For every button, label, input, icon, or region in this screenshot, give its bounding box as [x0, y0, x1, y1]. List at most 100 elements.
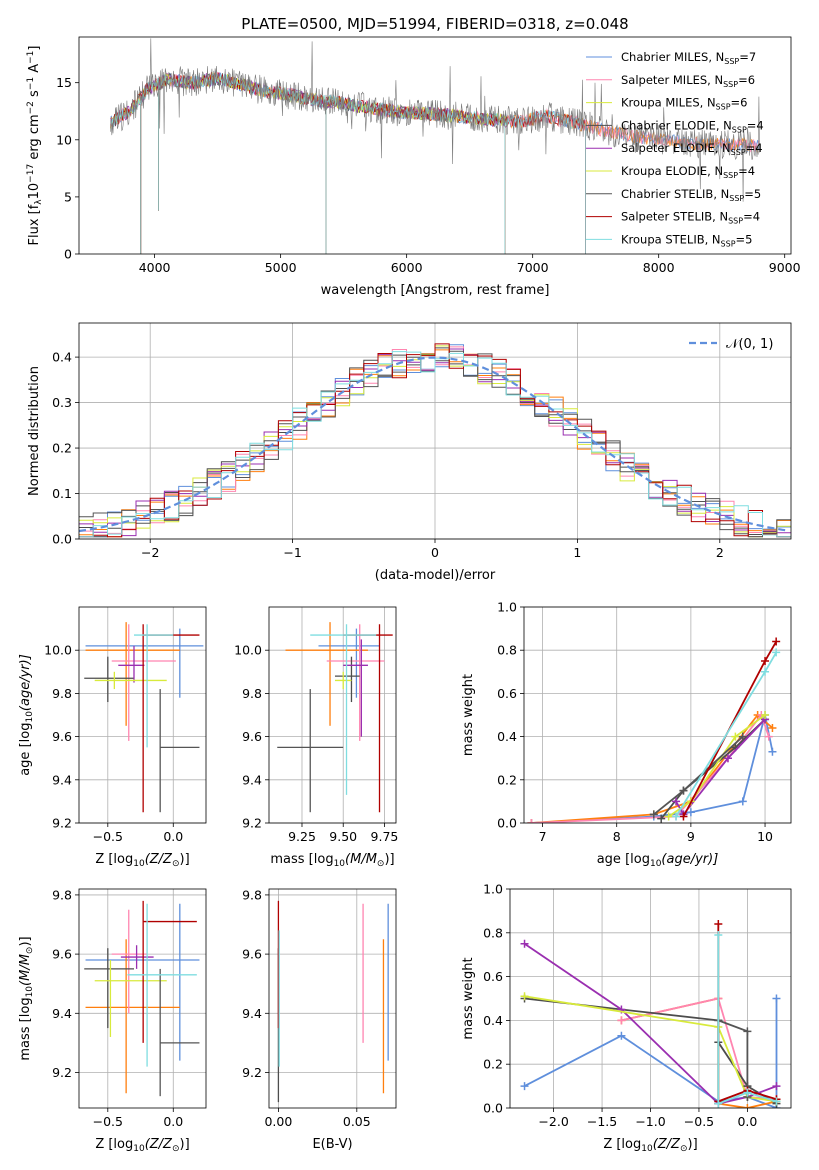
y-tick-label: 9.4 — [242, 1006, 262, 1021]
weight-marker-sm — [743, 1104, 752, 1108]
x-tick-label: −1.5 — [587, 1114, 617, 1129]
weight-marker-km — [617, 1016, 626, 1025]
y-axis-label: Normed distribution — [27, 366, 42, 496]
y-tick-label: 0.8 — [497, 643, 517, 658]
weight-marker-km — [764, 732, 773, 741]
weight-marker-ce — [657, 814, 666, 823]
y-tick-label: 10.0 — [234, 643, 262, 658]
plot-area — [110, 38, 760, 254]
weight-marker-se — [772, 1082, 781, 1091]
chart-age_vs_mass: 9.25 9.50 9.75 9.2 9.4 9.6 9.8 10.0 mass [log10(… — [234, 606, 399, 869]
histogram-ks — [79, 351, 791, 538]
weight-marker-cm — [738, 797, 747, 806]
x-tick-label: 9.75 — [371, 829, 399, 844]
x-tick-label: −1 — [283, 545, 301, 560]
y-axis-label: mass weight — [461, 957, 476, 1039]
y-tick-label: 9.2 — [52, 1065, 72, 1080]
chart-mass_vs_Z: −0.5 0.0 9.2 9.4 9.6 9.8 Z [log10(Z/Z⊙)] mass [… — [18, 887, 207, 1154]
y-axis-label: Flux [fλ10−17 erg cm−2 s−1 A−1] — [26, 46, 44, 246]
weight-line-cm — [531, 714, 774, 823]
x-axis-label: Z [log10(Z/Z⊙)] — [95, 1137, 189, 1154]
legend-entry: 𝒩(0, 1) — [726, 337, 773, 352]
grid — [510, 888, 791, 1109]
x-axis-label: E(B-V) — [312, 1137, 352, 1152]
weight-marker-se — [723, 754, 732, 763]
weight-marker-cm — [772, 994, 781, 1003]
weight-marker-km — [527, 819, 536, 823]
weight-marker-ks — [714, 930, 723, 939]
y-tick-label: 9.6 — [242, 729, 262, 744]
y-tick-label: 0.4 — [497, 729, 517, 744]
weight-marker-cm — [768, 747, 777, 756]
y-tick-label: 9.6 — [52, 729, 72, 744]
y-tick-label: 9.8 — [242, 887, 262, 902]
weight-marker-ks — [672, 812, 681, 821]
y-tick-label: 9.8 — [52, 887, 72, 902]
weight-marker-ks — [772, 648, 781, 657]
weight-marker-cs — [679, 786, 688, 795]
axes-frame — [78, 606, 207, 824]
legend-entry: Chabrier ELODIE, NSSP=4 — [621, 118, 764, 134]
plot-area — [84, 622, 204, 813]
y-tick-label: 9.4 — [242, 772, 262, 787]
y-tick-label: 0.4 — [52, 350, 72, 365]
weight-marker-ke — [520, 992, 529, 1001]
x-tick-label: 0.00 — [264, 1114, 292, 1129]
grid — [269, 889, 396, 1108]
x-tick-label: −2 — [141, 545, 159, 560]
axes-frame — [268, 606, 397, 824]
weight-marker-ks — [761, 667, 770, 676]
x-axis-label: mass [log10(M/M⊙)] — [270, 852, 394, 869]
y-tick-label: 9.6 — [242, 947, 262, 962]
y-tick-label: 5 — [64, 189, 72, 204]
y-tick-label: 10.0 — [44, 643, 72, 658]
chart-weight_vs_age: 7 8 9 10 0.0 0.2 0.4 0.6 0.8 1.0 age [log10(age/yr… — [461, 600, 792, 869]
legend-entry: Chabrier MILES, NSSP=7 — [621, 50, 756, 66]
legend-entry: Salpeter MILES, NSSP=6 — [621, 73, 755, 89]
weight-line-ke — [524, 995, 777, 1103]
gaussian-curve — [79, 356, 789, 533]
y-tick-label: 0.0 — [483, 1101, 503, 1116]
weight-line-sm — [531, 713, 774, 823]
y-axis-label: mass [log10(M/M⊙)] — [18, 936, 35, 1060]
axes-frame — [78, 322, 792, 540]
grid — [269, 607, 396, 824]
x-tick-label: −0.5 — [93, 829, 123, 844]
y-tick-label: 0.2 — [52, 441, 72, 456]
x-tick-label: 9.50 — [329, 829, 357, 844]
y-tick-label: 0.1 — [52, 486, 72, 501]
weight-marker-se — [672, 797, 681, 806]
x-tick-label: 4000 — [139, 260, 171, 275]
x-tick-label: 7 — [539, 829, 547, 844]
x-tick-label: −0.5 — [93, 1114, 123, 1129]
y-tick-label: 9.4 — [52, 1006, 72, 1021]
weight-marker-ss — [679, 812, 688, 821]
spectrum-data — [110, 38, 760, 202]
plot-area — [277, 622, 393, 813]
weight-line-km — [531, 713, 770, 823]
y-tick-label: 0.2 — [483, 1057, 503, 1072]
x-tick-label: 2 — [716, 545, 724, 560]
y-tick-label: 9.8 — [242, 686, 262, 701]
figure-title: PLATE=0500, MJD=51994, FIBERID=0318, z=0… — [241, 15, 628, 33]
x-tick-label: −2.0 — [538, 1114, 568, 1129]
y-tick-label: 9.2 — [242, 816, 262, 831]
weight-marker-ks — [743, 1088, 752, 1097]
x-tick-label: 1 — [573, 545, 581, 560]
x-tick-label: 0.0 — [163, 1114, 183, 1129]
y-tick-label: 9.2 — [52, 816, 72, 831]
axes-frame — [78, 888, 207, 1109]
weight-marker-ss — [772, 637, 781, 646]
y-tick-label: 9.4 — [52, 772, 72, 787]
legend-entry: Kroupa STELIB, NSSP=5 — [621, 232, 752, 248]
x-axis-label: Z [log10(Z/Z⊙)] — [95, 852, 189, 869]
plot-area — [520, 920, 781, 1108]
histogram-ss — [79, 343, 791, 538]
grid — [79, 607, 206, 824]
y-tick-label: 0.0 — [52, 532, 72, 547]
legend-entry: Kroupa MILES, NSSP=6 — [621, 96, 747, 112]
weight-line-ks — [717, 935, 777, 1105]
grid — [79, 889, 206, 1108]
y-tick-label: 0.6 — [497, 686, 517, 701]
